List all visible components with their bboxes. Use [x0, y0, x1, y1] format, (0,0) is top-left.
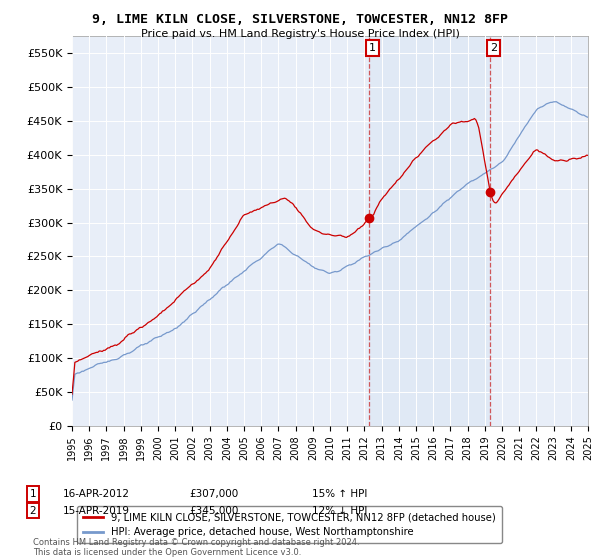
Text: 16-APR-2012: 16-APR-2012 [63, 489, 130, 499]
Text: Price paid vs. HM Land Registry's House Price Index (HPI): Price paid vs. HM Land Registry's House … [140, 29, 460, 39]
Text: 9, LIME KILN CLOSE, SILVERSTONE, TOWCESTER, NN12 8FP: 9, LIME KILN CLOSE, SILVERSTONE, TOWCEST… [92, 13, 508, 26]
Text: Contains HM Land Registry data © Crown copyright and database right 2024.
This d: Contains HM Land Registry data © Crown c… [33, 538, 359, 557]
Text: 1: 1 [370, 43, 376, 53]
Text: 12% ↓ HPI: 12% ↓ HPI [312, 506, 367, 516]
Bar [370, 36, 490, 426]
Legend: 9, LIME KILN CLOSE, SILVERSTONE, TOWCESTER, NN12 8FP (detached house), HPI: Aver: 9, LIME KILN CLOSE, SILVERSTONE, TOWCEST… [77, 506, 502, 544]
Text: 2: 2 [490, 43, 497, 53]
Text: £307,000: £307,000 [189, 489, 238, 499]
Text: £345,000: £345,000 [189, 506, 238, 516]
Text: 15% ↑ HPI: 15% ↑ HPI [312, 489, 367, 499]
Text: 15-APR-2019: 15-APR-2019 [63, 506, 130, 516]
Text: 1: 1 [29, 489, 37, 499]
Text: 2: 2 [29, 506, 37, 516]
